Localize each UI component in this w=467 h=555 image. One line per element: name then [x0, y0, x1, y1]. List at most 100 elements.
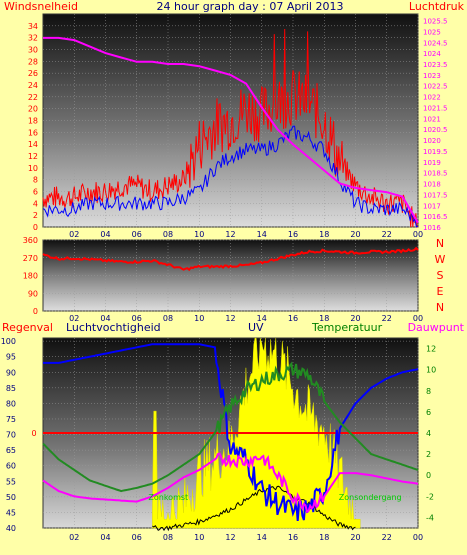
humidity-y-tick: 85: [6, 384, 16, 393]
pressure-y-tick: 1016: [423, 224, 441, 232]
temperature-y-tick: 12: [426, 345, 436, 354]
wind-y-tick: 6: [33, 188, 38, 197]
temperature-y-tick: 2: [426, 450, 431, 459]
humidity-y-tick: 60: [6, 462, 16, 471]
weather-x-tick: 06: [132, 533, 142, 542]
weather-x-tick: 20: [350, 533, 360, 542]
direction-series: [42, 246, 419, 272]
label-dewpoint: Dauwpunt: [408, 321, 465, 334]
wind-x-tick: 20: [350, 230, 360, 239]
wind-y-tick: 20: [28, 105, 38, 114]
page-title: 24 hour graph day : 07 April 2013: [157, 0, 344, 13]
humidity-y-tick: 65: [6, 446, 16, 455]
wind-series: [42, 28, 419, 228]
compass-label: S: [437, 269, 444, 282]
pressure-y-tick: 1024: [423, 50, 441, 58]
wind-direction-line: [42, 246, 419, 272]
direction-y-tick: 270: [23, 254, 38, 263]
weather-axes: 404550556065707580859095100-4-2024681012…: [1, 337, 436, 542]
temperature-y-tick: 0: [426, 471, 431, 480]
weather-series: [42, 337, 419, 532]
wind-y-tick: 34: [28, 22, 38, 31]
wind-x-tick: 06: [132, 230, 142, 239]
humidity-y-tick: 75: [6, 415, 16, 424]
pressure-y-tick: 1021: [423, 115, 441, 123]
sunrise-label: Zonkomst: [148, 493, 188, 502]
wind-y-tick: 24: [28, 81, 38, 90]
wind-axes: 024681012141618202224262830323410161016.…: [28, 18, 448, 239]
label-rain: Regenval: [2, 321, 53, 334]
sunset-label: Zonsondergang: [339, 493, 402, 502]
direction-x-tick: 00: [413, 314, 423, 323]
direction-x-tick: 16: [288, 314, 298, 323]
weather-x-tick: 04: [100, 533, 110, 542]
pressure-y-tick: 1017.5: [423, 191, 448, 199]
weather-x-tick: 10: [194, 533, 204, 542]
wind-y-tick: 28: [28, 57, 38, 66]
pressure-y-tick: 1017: [423, 202, 441, 210]
humidity-y-tick: 70: [6, 431, 16, 440]
pressure-y-tick: 1023: [423, 72, 441, 80]
direction-y-tick: 0: [33, 307, 38, 316]
temperature-y-tick: 6: [426, 408, 431, 417]
weather-x-tick: 08: [163, 533, 173, 542]
humidity-y-tick: 50: [6, 493, 16, 502]
direction-y-tick: 360: [23, 236, 38, 245]
direction-x-tick: 12: [225, 314, 235, 323]
pressure-y-tick: 1018.5: [423, 170, 448, 178]
wind-y-tick: 10: [28, 164, 38, 173]
temperature-y-tick: 10: [426, 366, 436, 375]
pressure-y-tick: 1021.5: [423, 104, 448, 112]
compass-label: E: [437, 285, 444, 298]
wind-y-tick: 18: [28, 117, 38, 126]
weather-x-tick: 16: [288, 533, 298, 542]
direction-x-tick: 08: [163, 314, 173, 323]
pressure-y-tick: 1024.5: [423, 39, 448, 47]
wind-y-tick: 32: [28, 34, 38, 43]
weather-x-tick: 18: [319, 533, 329, 542]
weather-x-tick: 12: [225, 533, 235, 542]
wind-y-tick: 12: [28, 152, 38, 161]
weather-x-tick: 00: [413, 533, 423, 542]
direction-y-tick: 180: [23, 272, 38, 281]
solar-line: [152, 485, 356, 532]
direction-y-tick: 90: [28, 289, 38, 298]
wind-x-tick: 08: [163, 230, 173, 239]
pressure-y-tick: 1018: [423, 181, 441, 189]
pressure-y-tick: 1025.5: [423, 18, 448, 26]
wind-x-tick: 10: [194, 230, 204, 239]
pressure-y-tick: 1023.5: [423, 61, 448, 69]
wind-y-tick: 26: [28, 69, 38, 78]
compass-label: N: [436, 301, 444, 314]
wind-y-tick: 22: [28, 93, 38, 102]
weather-x-tick: 22: [382, 533, 392, 542]
temperature-y-tick: 4: [426, 429, 431, 438]
direction-x-tick: 18: [319, 314, 329, 323]
temperature-y-tick: -4: [426, 513, 434, 522]
temperature-line: [42, 361, 419, 493]
humidity-line: [43, 343, 419, 521]
direction-x-tick: 20: [350, 314, 360, 323]
wind-y-tick: 14: [28, 140, 38, 149]
wind-x-tick: 18: [319, 230, 329, 239]
direction-x-tick: 02: [69, 314, 79, 323]
pressure-y-tick: 1022.5: [423, 83, 448, 91]
direction-x-tick: 06: [132, 314, 142, 323]
pressure-y-tick: 1020.5: [423, 126, 448, 134]
humidity-y-tick: 45: [6, 508, 16, 517]
wind-y-tick: 8: [33, 176, 38, 185]
pressure-y-tick: 1019: [423, 159, 441, 167]
header-left-label: Windsnelheid: [4, 0, 78, 13]
humidity-y-tick: 40: [6, 524, 16, 533]
humidity-y-tick: 95: [6, 353, 16, 362]
wind-x-tick: 00: [413, 230, 423, 239]
humidity-y-tick: 100: [1, 337, 16, 346]
temperature-y-tick: 8: [426, 387, 431, 396]
humidity-y-tick: 80: [6, 399, 16, 408]
direction-grid: [43, 239, 419, 312]
wind-y-tick: 16: [28, 128, 38, 137]
wind-x-tick: 04: [100, 230, 110, 239]
weather-x-tick: 14: [257, 533, 267, 542]
